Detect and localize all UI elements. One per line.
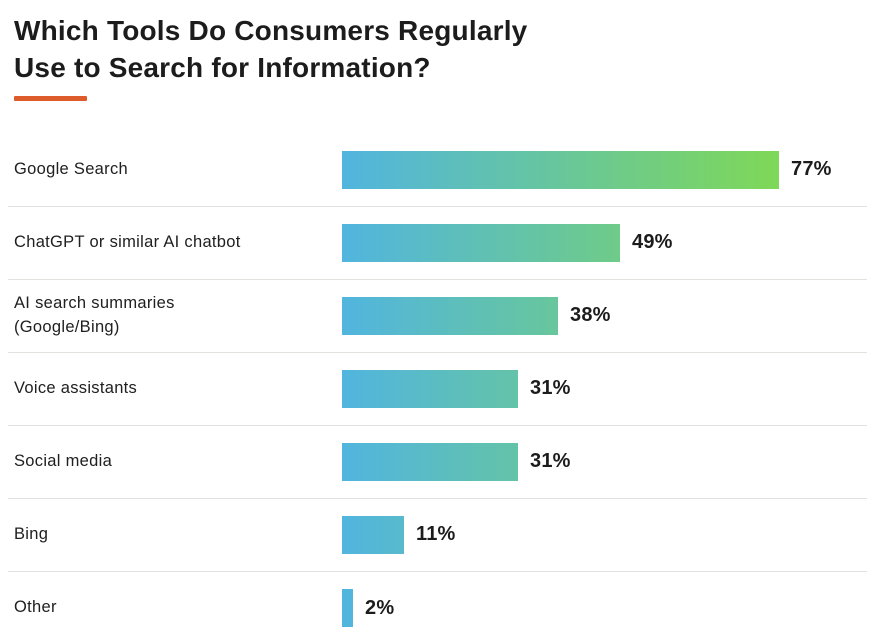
bar-category-label: Social media — [14, 451, 113, 470]
bar-track: 77% — [342, 134, 867, 206]
bar-value-label: 38% — [570, 304, 611, 327]
bar — [342, 589, 353, 628]
bar-value-label: 2% — [365, 596, 395, 619]
bar-category-label: Bing — [14, 524, 49, 543]
bar-row: Voice assistants 31% — [8, 353, 867, 426]
bar-row: ChatGPT or similar AI chatbot 49% — [8, 207, 867, 280]
bar-row: Google Search 77% — [8, 134, 867, 207]
bar-track: 31% — [342, 353, 867, 425]
chart-title: Which Tools Do Consumers Regularly Use t… — [14, 15, 528, 83]
bar-track: 2% — [342, 572, 867, 644]
bar — [342, 515, 404, 554]
bar — [342, 442, 518, 481]
bar-category-label: AI search summaries (Google/Bing) — [14, 293, 175, 336]
bar-row: AI search summaries (Google/Bing) 38% — [8, 280, 867, 353]
bar — [342, 296, 558, 335]
bar-track: 11% — [342, 499, 867, 571]
bar-row: Other 2% — [8, 572, 867, 644]
bar-category-label: Other — [14, 598, 57, 617]
bar — [342, 223, 620, 262]
bar-row: Social media 31% — [8, 426, 867, 499]
bar-category-label: Voice assistants — [14, 378, 138, 397]
bar-value-label: 49% — [632, 231, 673, 254]
bar — [342, 150, 779, 189]
bar-value-label: 77% — [791, 158, 832, 181]
bar-value-label: 11% — [416, 523, 456, 546]
bar-track: 49% — [342, 207, 867, 279]
chart-header: Which Tools Do Consumers Regularly Use t… — [0, 0, 884, 87]
bar — [342, 369, 518, 408]
bar-value-label: 31% — [530, 450, 571, 473]
bar-row: Bing 11% — [8, 499, 867, 572]
bar-category-label: ChatGPT or similar AI chatbot — [14, 232, 241, 251]
bar-track: 31% — [342, 426, 867, 498]
bar-category-label: Google Search — [14, 159, 128, 178]
bar-chart: Google Search 77% ChatGPT or similar AI ch… — [8, 134, 867, 644]
bar-track: 38% — [342, 280, 867, 352]
title-accent-rule — [14, 95, 87, 101]
bar-value-label: 31% — [530, 377, 571, 400]
